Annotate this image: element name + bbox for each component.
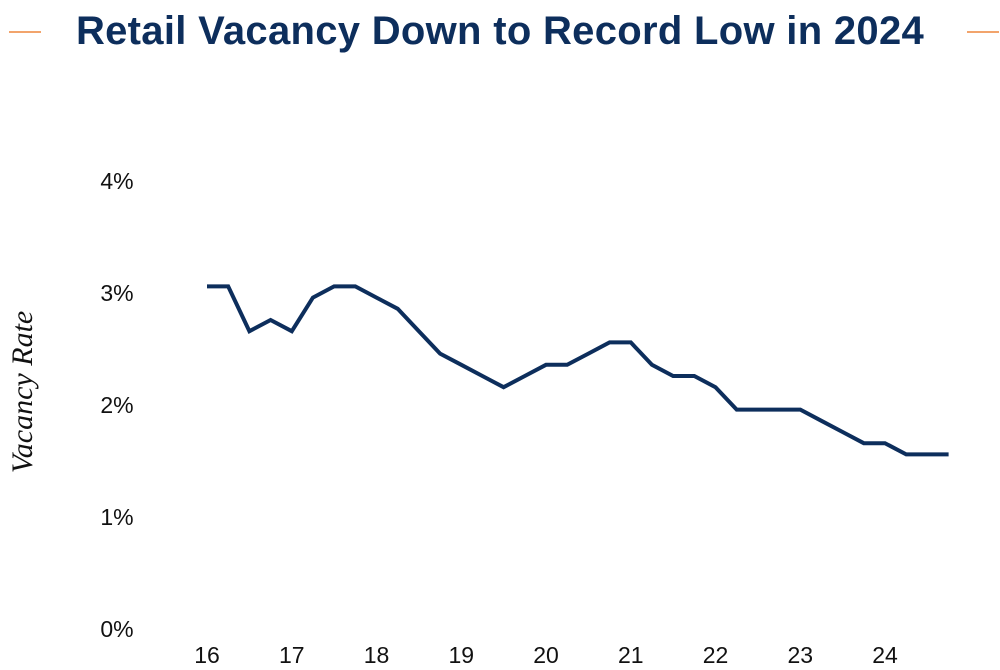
series-line (207, 284, 949, 457)
title-dash-left (9, 31, 41, 33)
y-axis-label: Vacancy Rate (6, 311, 39, 473)
x-tick-label: 17 (279, 642, 305, 668)
x-tick-label: 24 (872, 642, 898, 668)
x-tick-label: 16 (194, 642, 220, 668)
y-tick-label: 2% (100, 392, 133, 418)
x-tick-label: 18 (364, 642, 390, 668)
y-tick-label: 0% (100, 616, 133, 642)
x-tick-label: 22 (703, 642, 729, 668)
y-tick-label: 3% (100, 280, 133, 306)
x-tick-label: 19 (448, 642, 474, 668)
x-tick-label: 23 (787, 642, 813, 668)
x-axis-ticks: 16 17 18 19 20 21 22 23 24 (194, 642, 898, 668)
title-dash-right (967, 31, 999, 33)
x-tick-label: 20 (533, 642, 559, 668)
y-axis-ticks: 0% 1% 2% 3% 4% (100, 168, 133, 642)
chart-title: Retail Vacancy Down to Record Low in 202… (75, 9, 925, 53)
x-tick-label: 21 (618, 642, 644, 668)
y-tick-label: 1% (100, 504, 133, 530)
series-group (207, 284, 949, 457)
y-tick-label: 4% (100, 168, 133, 194)
